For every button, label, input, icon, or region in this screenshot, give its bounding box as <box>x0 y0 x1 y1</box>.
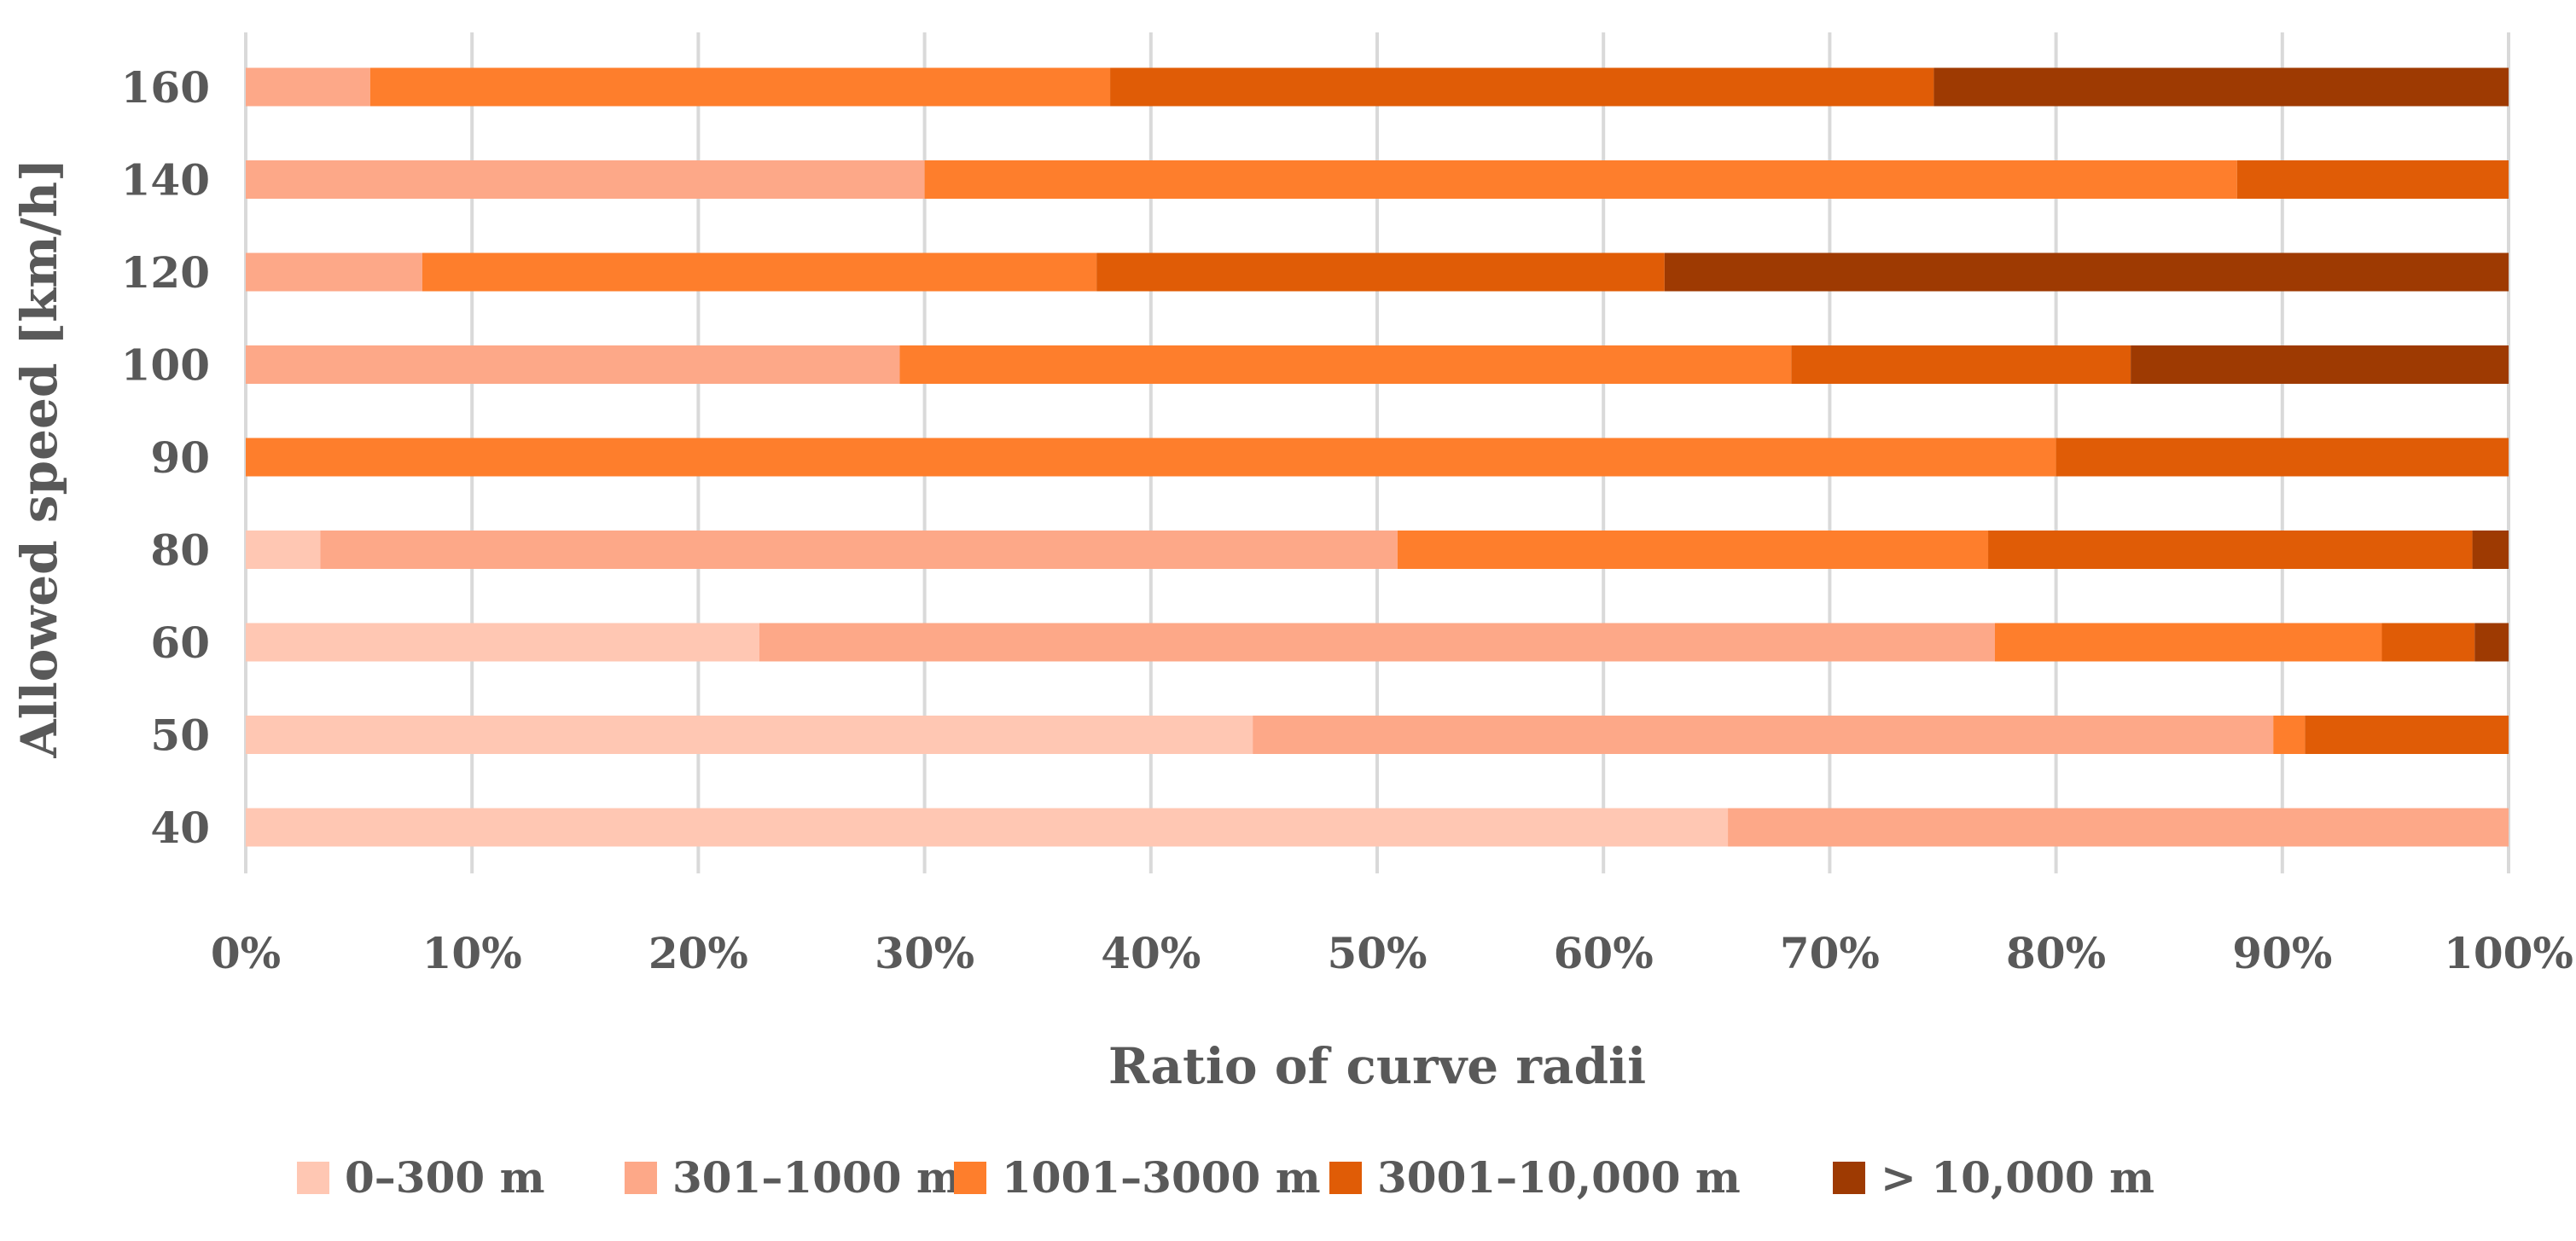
bar-segment-50-s2 <box>2273 716 2306 754</box>
bar-segment-80-s1 <box>320 531 1398 569</box>
bar-segment-90-s3 <box>2056 438 2509 477</box>
bar-segment-60-s2 <box>1994 623 2382 662</box>
x-tick-label: 90% <box>2232 928 2332 978</box>
x-tick-label: 50% <box>1327 928 1427 978</box>
x-tick-label: 60% <box>1554 928 1654 978</box>
y-tick-label: 80 <box>150 525 210 576</box>
bar-segment-120-s1 <box>246 252 422 292</box>
bars <box>246 67 2509 847</box>
legend-swatch-3 <box>1329 1162 1362 1194</box>
bar-segment-140-s2 <box>924 160 2237 199</box>
x-axis-title: Ratio of curve radii <box>1108 1037 1646 1095</box>
bar-segment-140-s1 <box>246 160 925 199</box>
bar-segment-90-s2 <box>246 438 2056 477</box>
legend-label-3: 3001–10,000 m <box>1377 1152 1741 1203</box>
x-axis-ticks: 0% 10% 20% 30% 40% 50% 60% 70% 80% 90% 100% <box>211 928 2573 978</box>
bar-segment-140-s3 <box>2236 160 2509 199</box>
y-tick-label: 160 <box>121 62 210 113</box>
y-tick-label: 90 <box>150 432 210 483</box>
y-tick-label: 50 <box>150 710 210 761</box>
bar-segment-40-s1 <box>1728 808 2509 847</box>
x-tick-label: 100% <box>2444 928 2573 978</box>
bar-segment-80-s4 <box>2472 531 2509 569</box>
y-tick-label: 60 <box>150 618 210 668</box>
bar-segment-60-s4 <box>2474 623 2509 662</box>
x-tick-label: 40% <box>1101 928 1201 978</box>
bar-segment-80-s3 <box>1988 531 2473 569</box>
legend: 0–300 m 301–1000 m 1001–3000 m 3001–10,000 … <box>297 1152 2154 1203</box>
legend-label-2: 1001–3000 m <box>1002 1152 1321 1203</box>
bar-segment-160-s2 <box>369 67 1111 107</box>
bar-segment-120-s3 <box>1096 252 1665 292</box>
bar-segment-50-s1 <box>1253 716 2274 754</box>
bar-segment-80-s2 <box>1397 531 1989 569</box>
legend-swatch-0 <box>297 1162 329 1194</box>
y-axis-ticks: 160 140 120 100 90 80 60 50 40 <box>121 62 210 853</box>
legend-label-1: 301–1000 m <box>672 1152 962 1203</box>
x-tick-label: 70% <box>1780 928 1880 978</box>
legend-swatch-1 <box>625 1162 657 1194</box>
x-tick-label: 30% <box>875 928 974 978</box>
bar-segment-50-s0 <box>246 716 1253 754</box>
y-tick-label: 40 <box>150 803 210 853</box>
bar-segment-60-s1 <box>759 623 1995 662</box>
bar-segment-160-s1 <box>246 67 370 107</box>
bar-segment-100-s3 <box>1791 345 2131 384</box>
bar-segment-120-s2 <box>422 252 1097 292</box>
y-axis-title: Allowed speed [km/h] <box>10 159 68 759</box>
bar-segment-50-s3 <box>2305 716 2509 754</box>
legend-label-4: > 10,000 m <box>1881 1152 2154 1203</box>
legend-swatch-4 <box>1833 1162 1865 1194</box>
legend-swatch-2 <box>954 1162 986 1194</box>
y-tick-label: 100 <box>121 340 210 391</box>
x-tick-label: 10% <box>422 928 522 978</box>
bar-segment-40-s0 <box>246 808 1729 847</box>
x-tick-label: 0% <box>211 928 281 978</box>
bar-segment-100-s2 <box>899 345 1792 384</box>
bar-segment-60-s3 <box>2381 623 2475 662</box>
x-tick-label: 20% <box>648 928 748 978</box>
y-tick-label: 140 <box>121 155 210 206</box>
bar-segment-60-s0 <box>246 623 760 662</box>
bar-segment-120-s4 <box>1664 252 2509 292</box>
y-tick-label: 120 <box>121 247 210 298</box>
bar-segment-100-s1 <box>246 345 900 384</box>
bar-segment-160-s3 <box>1110 67 1934 107</box>
bar-segment-160-s4 <box>1933 67 2509 107</box>
x-tick-label: 80% <box>2006 928 2106 978</box>
bar-segment-100-s4 <box>2131 345 2509 384</box>
legend-label-0: 0–300 m <box>345 1152 544 1203</box>
bar-segment-80-s0 <box>246 531 321 569</box>
